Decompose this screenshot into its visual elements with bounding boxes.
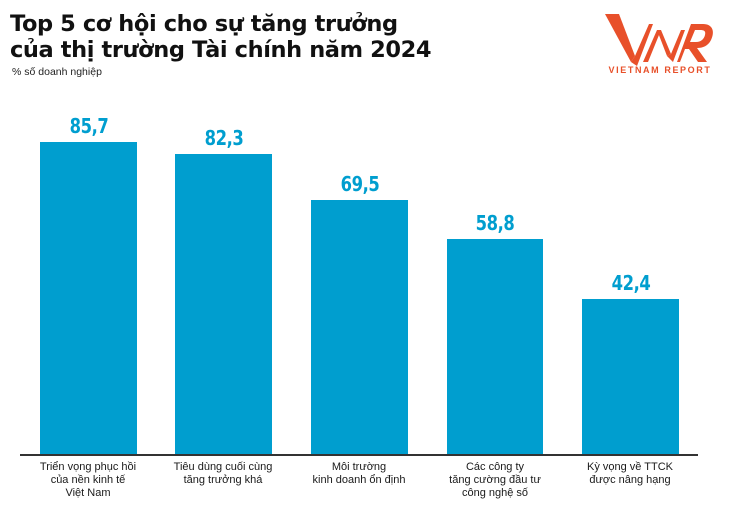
chart-subtitle: % số doanh nghiệp [12, 66, 102, 78]
category-label-line: Các công ty [465, 461, 525, 473]
category-label-line: được nâng hạng [589, 474, 671, 486]
value-label: 85,7 [69, 114, 109, 138]
bar [582, 299, 679, 454]
category-label: Các công ty tăng cường đầu tư công nghệ … [427, 461, 563, 500]
category-label: Môi trường kinh doanh ổn định [291, 461, 427, 487]
chart-title-line-2: của thị trường Tài chính năm 2024 [10, 37, 432, 63]
category-label-line: Môi trường [331, 461, 387, 473]
category-label-line: Triển vọng phục hồi [39, 461, 137, 473]
category-label-line: công nghệ số [461, 487, 529, 499]
value-label: 42,4 [611, 271, 651, 295]
category-label-line: của nền kinh tế [50, 474, 126, 486]
category-label: Triển vọng phục hồi của nền kinh tế Việt… [20, 461, 156, 500]
value-label: 58,8 [475, 211, 515, 235]
bar [311, 200, 408, 454]
value-label: 82,3 [204, 126, 244, 150]
bar [40, 142, 137, 454]
bar [447, 239, 543, 454]
category-label-line: Tiêu dùng cuối cùng [173, 461, 273, 473]
category-label-line: Kỳ vọng về TTCK [587, 461, 673, 473]
category-label: Tiêu dùng cuối cùng tăng trưởng khá [155, 461, 291, 487]
logo-text: VIETNAM REPORT [608, 65, 712, 75]
category-label-line: Việt Nam [65, 487, 111, 499]
chart-title-line-1: Top 5 cơ hội cho sự tăng trưởng [10, 11, 398, 37]
category-label-line: kinh doanh ổn định [312, 474, 406, 486]
category-label: Kỳ vọng về TTCK được nâng hạng [562, 461, 698, 487]
bar [175, 154, 272, 454]
chart-title: Top 5 cơ hội cho sự tăng trưởng của thị … [10, 11, 431, 63]
category-label-line: tăng trưởng khá [183, 474, 263, 486]
value-label: 69,5 [340, 172, 380, 196]
vnr-logo-icon [605, 14, 713, 66]
category-label-line: tăng cường đầu tư [449, 474, 541, 486]
x-axis-baseline [20, 454, 698, 456]
